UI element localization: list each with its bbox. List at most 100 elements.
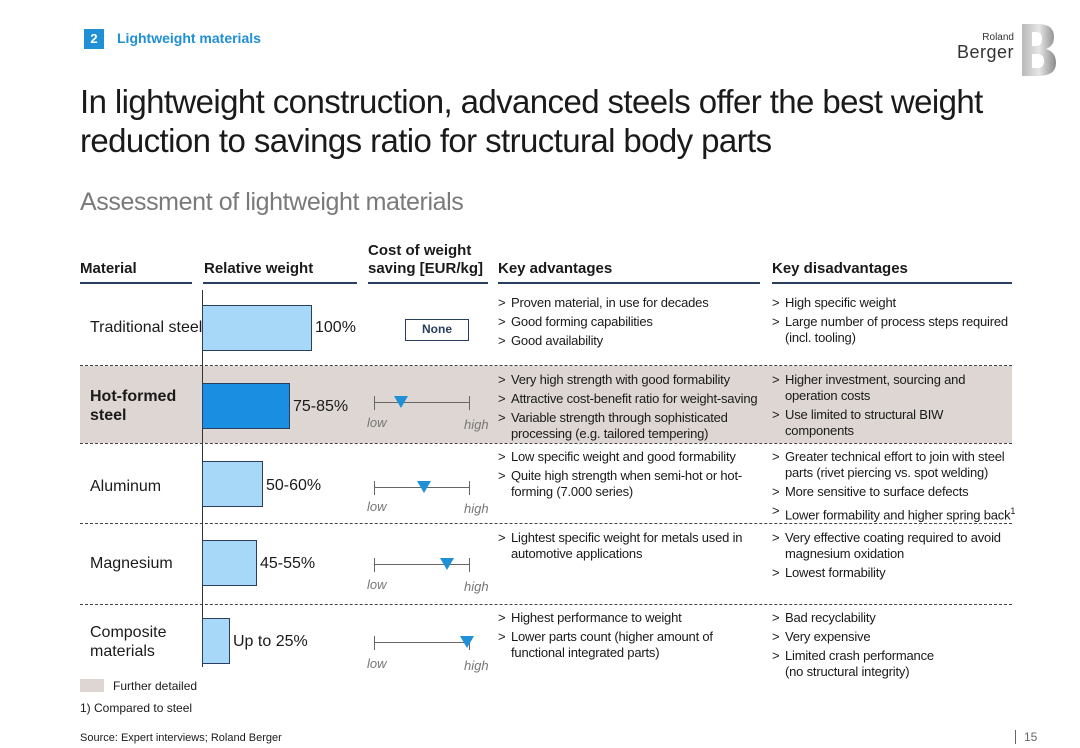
footnote-marker: 1 [1010,506,1016,516]
weight-bar-magnesium [202,540,257,586]
header-rule-material [80,282,192,284]
cost-scale-composite-materials [372,636,475,650]
advantages-list-aluminum: Low specific weight and good formability… [498,449,760,503]
scale-high-label: high [464,417,489,432]
page-headline: In lightweight construction, advanced st… [80,83,983,159]
advantage-item: Proven material, in use for decades [498,295,760,311]
scale-low-label: low [367,656,387,671]
cost-marker-icon [416,481,431,493]
material-name-line: Traditional steel [90,319,203,336]
disadvantages-list-traditional-steel: High specific weight Large number of pro… [772,295,1012,349]
weight-bar-traditional-steel [202,305,312,351]
weight-label-composite-materials: Up to 25% [233,633,308,650]
advantage-item: Good availability [498,333,760,349]
disadvantage-item-text: Lower formability and higher spring back [785,507,1011,523]
material-name-line: Aluminum [90,478,162,495]
material-name-composite-materials: Composite materials [90,623,166,661]
material-name-hot-formed-steel: Hot-formed steel [90,387,176,425]
material-name-traditional-steel: Traditional steel [90,318,202,337]
legend-swatch [80,679,104,692]
scale-high-label: high [464,501,489,516]
material-name-line: materials [90,643,155,660]
cost-marker-icon [460,636,475,648]
disadvantage-item: Very expensive [772,629,952,645]
scale-high-label: high [464,658,489,673]
scale-low-label: low [367,415,387,430]
advantage-item: Good forming capabilities [498,314,760,330]
cost-marker-icon [439,558,454,570]
advantage-item: Variable strength through sophisticated … [498,410,738,442]
disadvantage-item: Lowest formability [772,565,1012,581]
column-header-disadvantages: Key disadvantages [772,260,908,277]
disadvantage-item: Large number of process steps required (… [772,314,1012,346]
disadvantage-item: Bad recyclability [772,610,952,626]
row-separator [80,604,1012,605]
disadvantage-item: Lower formability and higher spring back… [772,503,1016,523]
page-number: 15 [1015,730,1037,744]
row-separator [80,443,1012,444]
disadvantages-list-composite-materials: Bad recyclability Very expensive Limited… [772,610,952,683]
material-name-line: steel [90,407,127,424]
advantage-item: Lightest specific weight for metals used… [498,530,743,562]
weight-bar-hot-formed-steel [202,383,290,429]
advantages-list-traditional-steel: Proven material, in use for decades Good… [498,295,760,352]
advantage-item: Low specific weight and good formability [498,449,760,465]
section-number-badge: 2 [84,29,104,49]
column-header-cost-line1: Cost of weight [368,242,472,259]
logo-line2: Berger [956,42,1014,62]
logo-line1: Roland [982,32,1014,43]
company-logo: Roland Berger [948,22,1058,78]
advantage-item: Highest performance to weight [498,610,728,626]
cost-marker-icon [393,396,408,408]
disadvantages-list-aluminum: Greater technical effort to join with st… [772,449,1016,526]
cost-none-label: None [405,319,469,341]
logo-b-icon [1022,24,1056,76]
footnote: 1) Compared to steel [80,701,193,715]
disadvantage-item: Very effective coating required to avoid… [772,530,1012,562]
advantage-item: Very high strength with good formability [498,372,766,388]
column-header-material: Material [80,260,137,277]
row-separator [80,523,1012,524]
disadvantage-item: Use limited to structural BIW components [772,407,987,439]
column-header-cost-line2: saving [EUR/kg] [368,260,484,277]
weight-bar-aluminum [202,461,263,507]
header-rule-advantages [498,282,760,284]
header-rule-cost [368,282,488,284]
scale-low-label: low [367,499,387,514]
advantage-item: Lower parts count (higher amount of func… [498,629,728,661]
scale-low-label: low [367,577,387,592]
disadvantage-item: Higher investment, sourcing and operatio… [772,372,987,404]
column-header-advantages: Key advantages [498,260,613,277]
column-header-cost: Cost of weight saving [EUR/kg] [368,242,483,278]
cost-scale-aluminum [372,481,472,495]
material-name-aluminum: Aluminum [90,477,161,496]
weight-label-traditional-steel: 100% [315,319,356,336]
disadvantage-item: Limited crash performance (no structural… [772,648,952,680]
row-separator [80,365,1012,366]
scale-high-label: high [464,579,489,594]
column-header-relative-weight: Relative weight [204,260,314,277]
material-name-line: Hot-formed [90,388,177,405]
legend-text: Further detailed [113,679,198,693]
weight-label-hot-formed-steel: 75-85% [293,398,349,415]
material-name-magnesium: Magnesium [90,554,173,573]
source-note: Source: Expert interviews; Roland Berger [80,732,282,744]
material-name-line: Magnesium [90,555,173,572]
material-name-line: Composite [90,624,167,641]
cost-scale-hot-formed-steel [372,396,472,410]
page-subheadline: Assessment of lightweight materials [80,188,464,216]
disadvantage-item: More sensitive to surface defects [772,484,1016,500]
header-rule-weight [203,282,357,284]
advantage-item: Attractive cost-benefit ratio for weight… [498,391,766,407]
advantage-item: Quite high strength when semi-hot or hot… [498,468,753,500]
weight-label-magnesium: 45-55% [260,555,316,572]
section-title: Lightweight materials [117,30,261,46]
disadvantages-list-hot-formed-steel: Higher investment, sourcing and operatio… [772,372,987,442]
advantages-list-magnesium: Lightest specific weight for metals used… [498,530,743,565]
disadvantages-list-magnesium: Very effective coating required to avoid… [772,530,1012,584]
weight-bar-composite-materials [202,618,230,664]
weight-label-aluminum: 50-60% [266,477,322,494]
disadvantage-item: Greater technical effort to join with st… [772,449,1016,481]
advantages-list-hot-formed-steel: Very high strength with good formability… [498,372,766,445]
disadvantage-item: High specific weight [772,295,1012,311]
